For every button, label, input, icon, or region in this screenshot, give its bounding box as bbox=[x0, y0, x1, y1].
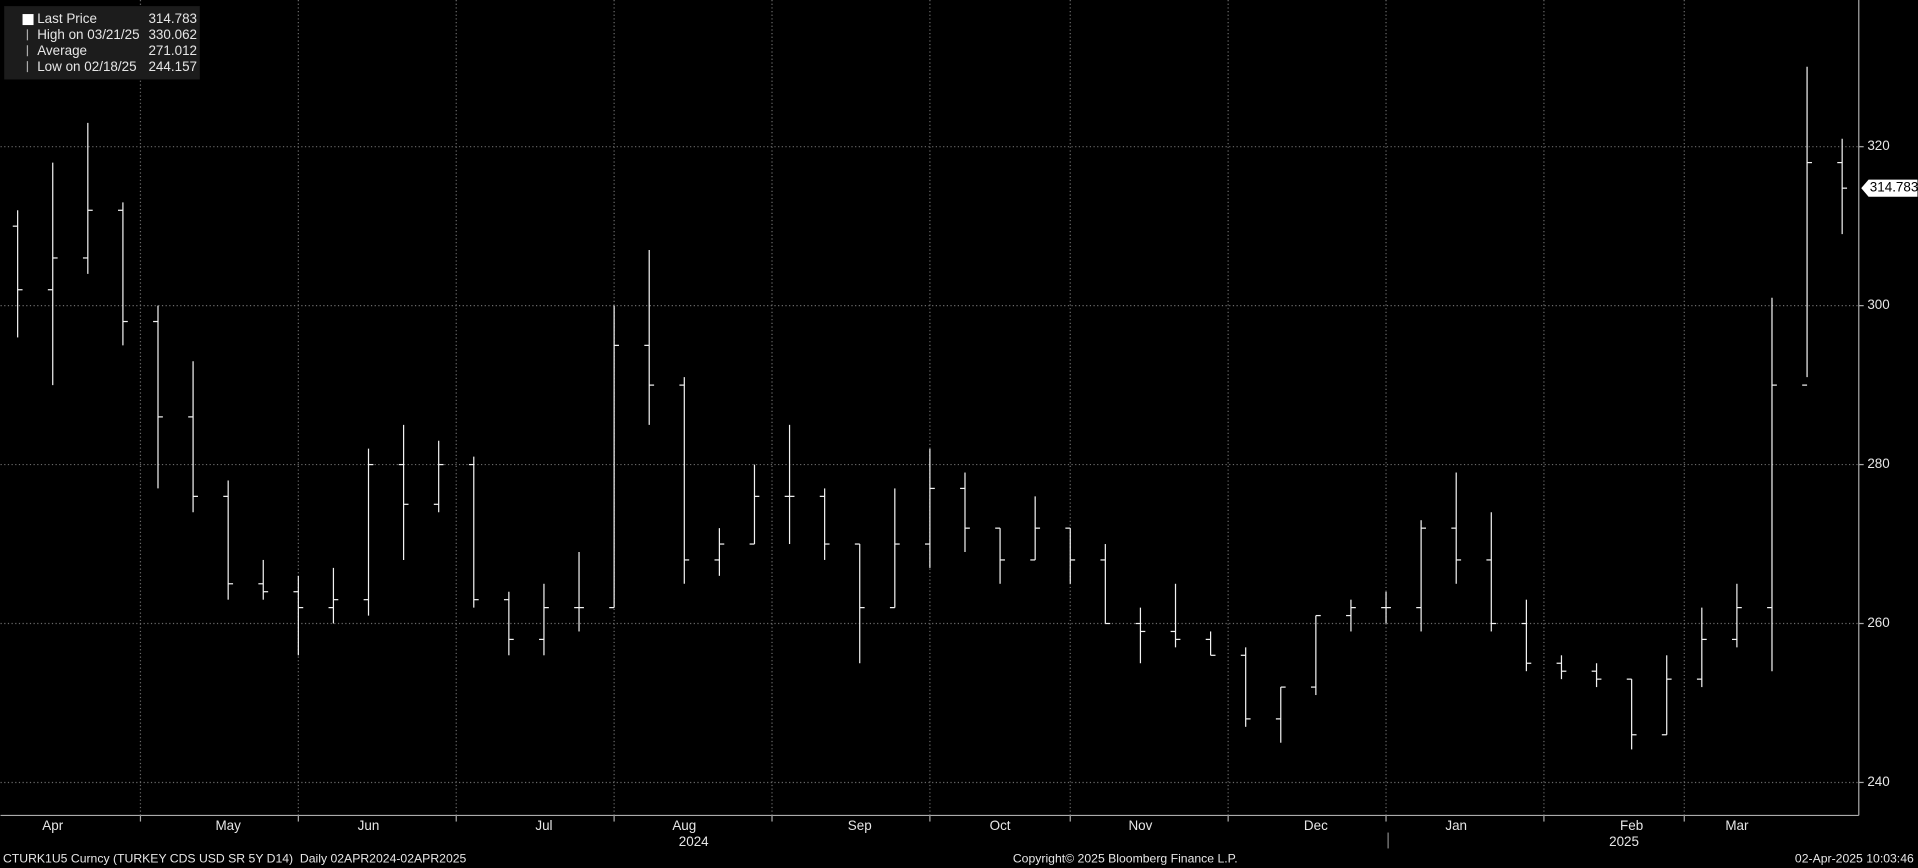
legend-value: 314.783 bbox=[148, 11, 197, 26]
legend: Last Price 314.783 High on 03/21/25 330.062… bbox=[22, 11, 197, 74]
legend-label: Average bbox=[37, 43, 87, 58]
x-tick-label: Jul bbox=[535, 818, 552, 833]
footer-left: CTURK1U5 Curncy (TURKEY CDS USD SR 5Y D1… bbox=[3, 852, 467, 866]
x-tick-label: Nov bbox=[1128, 818, 1152, 833]
y-tick-label: 240 bbox=[1867, 774, 1889, 789]
y-tick-label: 260 bbox=[1867, 615, 1889, 630]
x-tick-label: Jan bbox=[1445, 818, 1467, 833]
year-label: 2024 bbox=[679, 834, 709, 849]
legend-value: 271.012 bbox=[148, 43, 197, 58]
price-tag-label: 314.783 bbox=[1870, 180, 1918, 195]
price-tag bbox=[1861, 179, 1918, 197]
x-tick-label: Apr bbox=[42, 818, 63, 833]
legend-value: 330.062 bbox=[148, 27, 197, 42]
x-tick-label: May bbox=[215, 818, 241, 833]
x-tick-label: Dec bbox=[1304, 818, 1328, 833]
legend-label: Low on 02/18/25 bbox=[37, 59, 136, 74]
x-tick-label: Jun bbox=[358, 818, 380, 833]
y-tick-label: 320 bbox=[1867, 138, 1889, 153]
legend-label: High on 03/21/25 bbox=[37, 27, 139, 42]
legend-value: 244.157 bbox=[148, 59, 197, 74]
x-tick-label: Oct bbox=[990, 818, 1011, 833]
x-tick-label: Sep bbox=[848, 818, 872, 833]
footer-center: Copyright© 2025 Bloomberg Finance L.P. bbox=[1013, 852, 1238, 866]
footer-right: 02-Apr-2025 10:03:46 bbox=[1795, 852, 1914, 866]
legend-swatch bbox=[22, 14, 34, 26]
legend-label: Last Price bbox=[37, 11, 97, 26]
x-tick-label: Aug bbox=[672, 818, 696, 833]
x-tick-label: Mar bbox=[1725, 818, 1749, 833]
y-tick-label: 280 bbox=[1867, 456, 1889, 471]
legend-box bbox=[4, 6, 200, 80]
y-tick-label: 300 bbox=[1867, 297, 1889, 312]
x-tick-label: Feb bbox=[1620, 818, 1643, 833]
plot-area: 240 260 280 300 320 Apr May Jun Jul Aug Sep Oct Nov D… bbox=[0, 0, 1918, 849]
year-label: 2025 bbox=[1609, 834, 1639, 849]
